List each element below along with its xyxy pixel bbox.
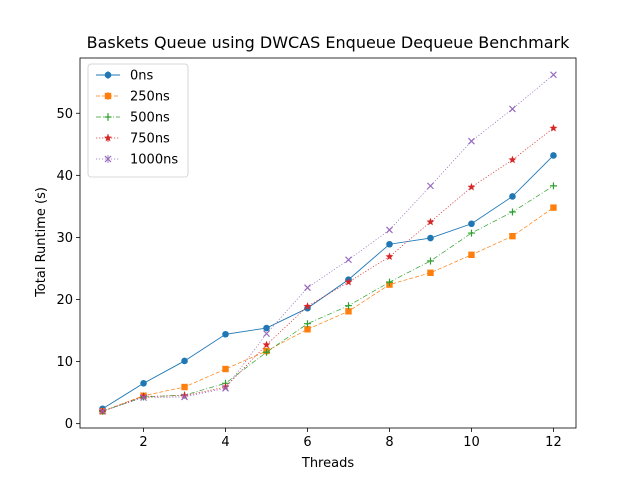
data-point-1000ns	[550, 71, 557, 79]
data-point-1000ns	[509, 105, 516, 113]
legend-label: 750ns	[130, 132, 170, 147]
legend-marker-1000ns	[104, 155, 112, 163]
data-point-750ns	[180, 391, 189, 400]
data-point-1000ns	[427, 182, 434, 190]
data-point-750ns	[385, 252, 394, 261]
data-point-1000ns	[386, 226, 393, 234]
series-line-0ns	[102, 155, 554, 410]
data-point-750ns	[139, 392, 148, 400]
x-tick-label: 10	[463, 435, 480, 450]
data-point-250ns	[222, 365, 229, 373]
data-point-500ns	[304, 320, 312, 328]
legend-label: 1000ns	[130, 153, 178, 168]
legend-label: 250ns	[130, 90, 170, 105]
data-point-0ns	[181, 357, 188, 365]
data-point-0ns	[468, 220, 475, 228]
legend-label: 0ns	[130, 69, 154, 84]
data-point-1000ns	[468, 137, 475, 145]
data-point-1000ns	[99, 407, 106, 415]
data-point-250ns	[181, 383, 188, 391]
data-point-750ns	[549, 123, 558, 132]
data-point-750ns	[344, 277, 353, 286]
data-point-1000ns	[140, 394, 147, 402]
x-tick-label: 6	[303, 435, 311, 450]
data-point-1000ns	[345, 256, 352, 264]
data-point-750ns	[262, 340, 271, 349]
y-tick-label: 30	[56, 231, 73, 246]
y-axis-label: Total Runtime (s)	[34, 187, 49, 298]
data-point-0ns	[263, 324, 270, 332]
data-point-1000ns	[263, 330, 270, 338]
data-point-1000ns	[304, 284, 311, 292]
data-point-750ns	[221, 382, 230, 391]
plot-area: 2 4 6 8 10 12 0 10 20 30 40 50	[56, 57, 577, 450]
data-point-0ns	[140, 380, 147, 387]
data-point-500ns	[385, 278, 393, 286]
data-point-500ns	[508, 208, 516, 216]
data-point-250ns	[345, 308, 352, 315]
y-tick-label: 0	[65, 417, 73, 432]
data-point-500ns	[344, 302, 352, 310]
x-tick-label: 12	[545, 435, 562, 450]
data-point-500ns	[426, 257, 434, 265]
data-point-250ns	[304, 326, 311, 333]
x-axis-label: Threads	[301, 456, 354, 471]
data-point-500ns	[549, 182, 557, 190]
x-tick-label: 2	[139, 435, 147, 450]
legend: 0ns 250ns 500ns 750ns 1000ns	[87, 63, 189, 178]
data-point-750ns	[467, 182, 476, 191]
data-point-500ns	[467, 229, 475, 237]
data-point-0ns	[427, 234, 434, 242]
data-point-1000ns	[222, 384, 229, 392]
y-tick-label: 10	[56, 355, 73, 370]
legend-marker-500ns	[104, 113, 112, 121]
data-point-0ns	[550, 152, 557, 159]
x-tick-label: 8	[385, 435, 393, 450]
x-tick-label: 4	[221, 435, 229, 450]
legend-marker-250ns	[104, 92, 112, 100]
y-tick-label: 40	[56, 169, 73, 184]
legend-label: 500ns	[130, 111, 170, 126]
data-point-750ns	[426, 217, 435, 226]
data-point-750ns	[303, 302, 312, 310]
data-point-0ns	[222, 330, 229, 338]
data-point-0ns	[509, 193, 516, 200]
data-point-750ns	[508, 155, 517, 164]
axes-frame	[79, 57, 577, 429]
data-point-250ns	[550, 204, 557, 211]
y-tick-label: 50	[56, 107, 73, 122]
data-point-1000ns	[181, 393, 188, 401]
legend-marker-750ns	[104, 133, 112, 142]
y-tick-label: 20	[56, 293, 73, 308]
data-point-250ns	[468, 251, 475, 258]
data-point-250ns	[427, 269, 434, 276]
legend-marker-0ns	[104, 71, 112, 79]
data-point-500ns	[263, 348, 271, 356]
data-point-0ns	[386, 240, 393, 248]
series-line-250ns	[102, 207, 554, 412]
data-point-250ns	[509, 232, 516, 240]
series-line-750ns	[102, 127, 554, 412]
legend-box	[87, 63, 189, 178]
series-line-500ns	[102, 185, 554, 412]
chart-title: Baskets Queue using DWCAS Enqueue Dequeu…	[87, 33, 571, 52]
